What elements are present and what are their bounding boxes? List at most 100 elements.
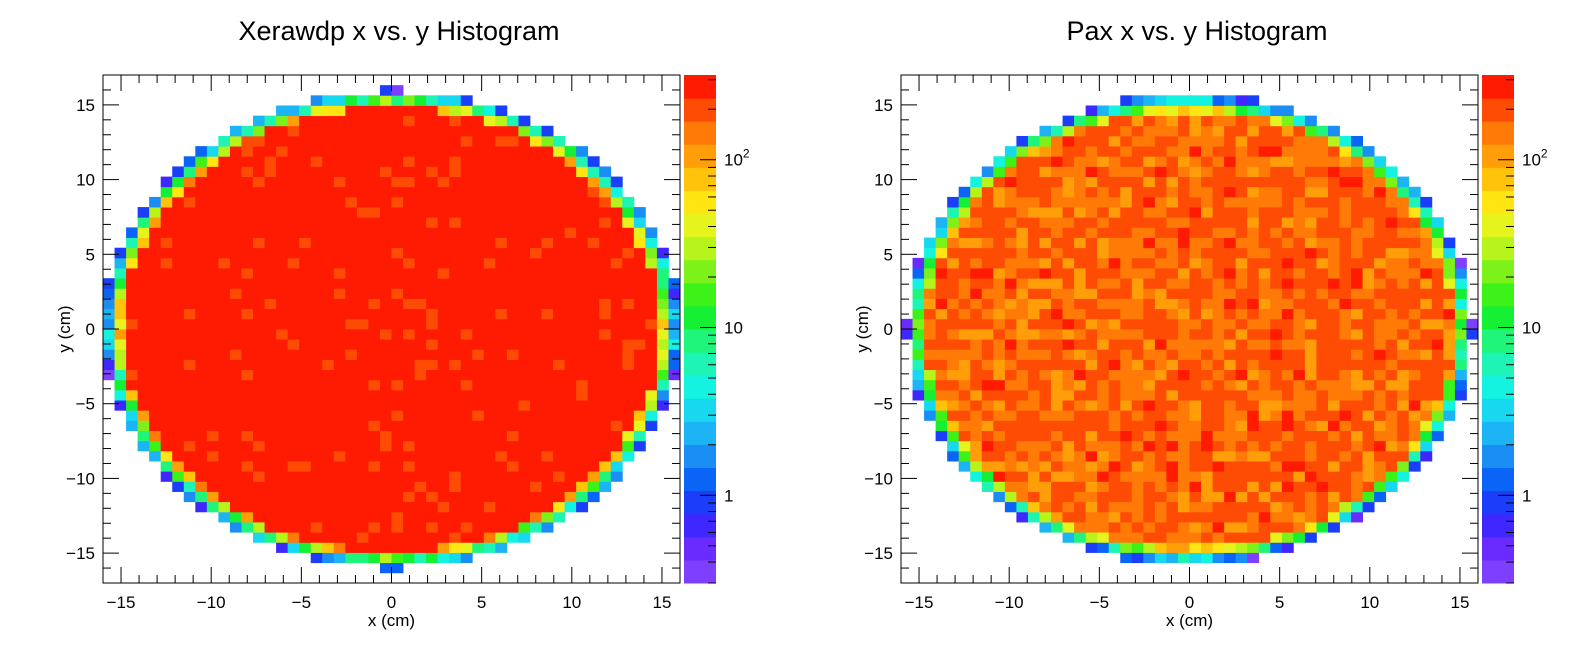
heatmap-cell [1085, 186, 1098, 198]
heatmap-cell [970, 379, 983, 391]
heatmap-cell [126, 410, 139, 421]
heatmap-cell [333, 105, 346, 117]
heatmap-cell [576, 146, 589, 157]
heatmap-cell [1224, 420, 1237, 431]
x-tick-label: 0 [1185, 593, 1194, 612]
heatmap-cell [1201, 125, 1213, 137]
heatmap-cell [449, 329, 462, 340]
heatmap-cell [1408, 247, 1421, 259]
heatmap-cell [1108, 481, 1121, 492]
heatmap-cell [137, 389, 150, 401]
heatmap-cell [368, 125, 381, 137]
heatmap-cell [1085, 237, 1098, 249]
heatmap-cell [426, 308, 439, 320]
heatmap-cell [368, 176, 381, 188]
heatmap-cell [1247, 359, 1260, 371]
heatmap-cell [1339, 278, 1352, 289]
heatmap-cell [1293, 288, 1306, 299]
heatmap-cell [495, 237, 508, 249]
heatmap-cell [958, 329, 971, 340]
heatmap-cell [981, 400, 994, 411]
heatmap-cell [1258, 125, 1271, 137]
heatmap-cell [460, 420, 473, 431]
heatmap-cell [276, 268, 289, 279]
heatmap-cell [610, 420, 623, 431]
heatmap-cell [1062, 329, 1075, 340]
heatmap-cell [1062, 308, 1075, 320]
heatmap-cell [564, 146, 577, 157]
heatmap-cell [253, 481, 265, 492]
heatmap-cell [1408, 389, 1421, 401]
heatmap-cell [645, 379, 658, 391]
color-bar-segment [1482, 305, 1514, 330]
heatmap-cell [1108, 318, 1121, 330]
heatmap-cell [633, 268, 646, 279]
heatmap-cell [1166, 481, 1179, 492]
heatmap-cell [1097, 105, 1110, 117]
heatmap-cell [576, 420, 589, 431]
heatmap-cell [1224, 440, 1237, 452]
heatmap-cell [472, 227, 485, 238]
heatmap-cell [1027, 440, 1040, 452]
heatmap-cell [1004, 156, 1017, 167]
heatmap-cell [472, 156, 485, 167]
heatmap-cell [599, 166, 612, 177]
x-tick-label: −5 [1090, 593, 1109, 612]
heatmap-cell [1154, 217, 1167, 228]
heatmap-cell [656, 257, 669, 269]
heatmap-cell [276, 410, 289, 421]
heatmap-cell [564, 268, 577, 279]
y-tick-label: −5 [874, 395, 893, 414]
heatmap-cell [126, 257, 139, 269]
heatmap-cell [924, 268, 937, 279]
heatmap-cell [1293, 430, 1306, 442]
heatmap-cell [391, 125, 404, 137]
heatmap-cell [391, 115, 404, 127]
heatmap-cell [310, 237, 323, 249]
heatmap-cell [1293, 522, 1306, 533]
heatmap-cell [633, 207, 646, 218]
heatmap-cell [1212, 552, 1225, 564]
heatmap-cell [506, 461, 519, 472]
heatmap-cell [345, 268, 358, 279]
heatmap-cell [1085, 440, 1098, 452]
heatmap-cell [310, 542, 323, 553]
heatmap-cell [1304, 511, 1317, 523]
heatmap-cell [1051, 450, 1063, 462]
heatmap-cell [414, 308, 427, 320]
heatmap-cell [276, 440, 289, 452]
heatmap-cell [1027, 278, 1040, 289]
heatmap-cell [276, 308, 289, 320]
heatmap-cell [149, 369, 162, 381]
heatmap-cell [935, 237, 948, 249]
heatmap-cell [529, 440, 542, 452]
heatmap-cell [345, 532, 358, 543]
heatmap-cell [449, 308, 462, 320]
heatmap-cell [1385, 217, 1398, 228]
heatmap-cell [1224, 288, 1237, 299]
heatmap-cell [253, 278, 265, 289]
heatmap-cell [1004, 318, 1017, 330]
heatmap-cell [1154, 532, 1167, 543]
heatmap-cell [1212, 156, 1225, 167]
heatmap-cell [541, 196, 554, 208]
heatmap-cell [1224, 522, 1237, 533]
heatmap-cell [379, 247, 392, 259]
heatmap-cell [1108, 420, 1121, 431]
heatmap-cell [1362, 207, 1375, 218]
heatmap-cell [1212, 318, 1225, 330]
heatmap-cell [126, 318, 139, 330]
heatmap-cell [1016, 227, 1029, 238]
heatmap-cell [970, 471, 983, 482]
heatmap-cell [1016, 217, 1029, 228]
heatmap-cell [1304, 308, 1317, 320]
heatmap-cell [1420, 237, 1433, 249]
heatmap-cell [391, 318, 404, 330]
heatmap-cell [426, 420, 439, 431]
heatmap-cell [981, 227, 994, 238]
heatmap-cell [935, 278, 948, 289]
heatmap-cell [622, 207, 635, 218]
heatmap-cell [1154, 166, 1167, 177]
heatmap-cell [1351, 318, 1363, 330]
heatmap-cell [172, 450, 185, 462]
